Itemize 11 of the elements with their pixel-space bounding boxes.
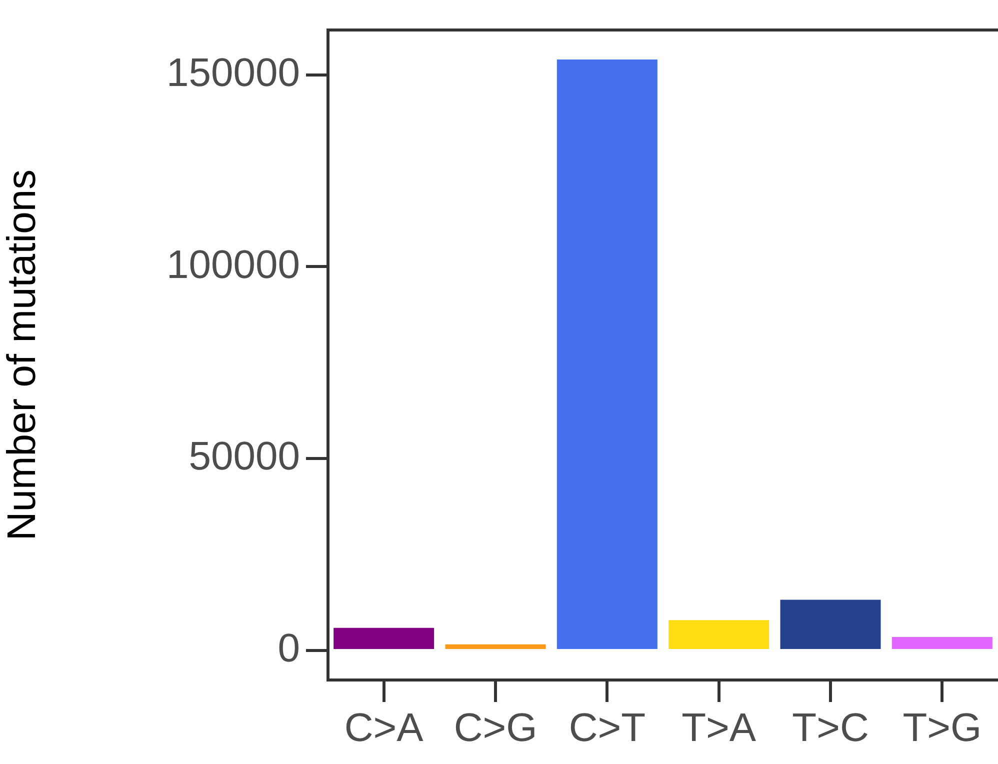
y-tick-label: 100000 xyxy=(166,242,300,287)
y-tick-label: 150000 xyxy=(166,50,300,95)
x-tick-label: C>A xyxy=(344,706,424,750)
x-tick-label: T>A xyxy=(682,706,756,750)
x-tick-label: T>C xyxy=(792,706,869,750)
y-axis-title: Number of mutations xyxy=(0,169,44,541)
y-tick-label: 0 xyxy=(278,626,300,670)
x-tick-label: C>T xyxy=(568,706,646,750)
x-tick-label: C>G xyxy=(454,706,538,750)
x-tick-label: T>G xyxy=(902,706,982,750)
y-tick-label: 50000 xyxy=(188,434,300,479)
